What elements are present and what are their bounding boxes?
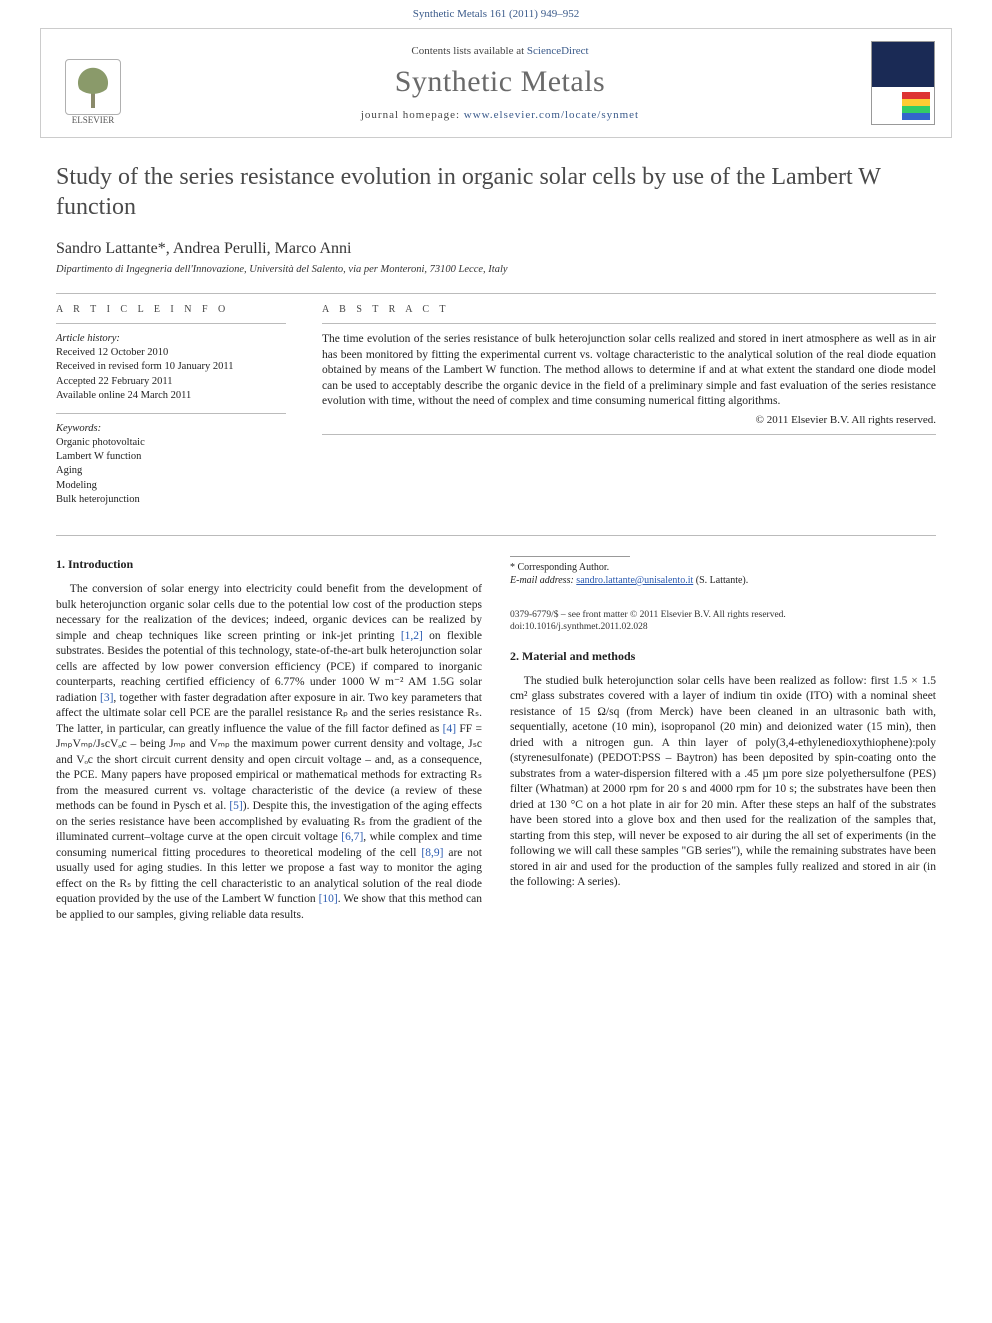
abstract-label: A B S T R A C T [322,304,936,315]
citation-ref[interactable]: [5] [229,800,242,812]
keyword: Modeling [56,479,286,493]
email-line: E-mail address: sandro.lattante@unisalen… [510,574,936,587]
citation-ref[interactable]: [10] [319,893,338,905]
divider [56,535,936,536]
abstract-text: The time evolution of the series resista… [322,332,936,410]
corresponding-author-note: * Corresponding Author. [510,561,936,574]
author-list: Sandro Lattante*, Andrea Perulli, Marco … [56,240,936,258]
affiliation: Dipartimento di Ingegneria dell'Innovazi… [56,264,936,275]
footnotes: * Corresponding Author. E-mail address: … [510,556,936,587]
section-heading-intro: 1. Introduction [56,556,482,572]
abstract-column: A B S T R A C T The time evolution of th… [322,304,936,507]
history-line: Accepted 22 February 2011 [56,375,286,389]
divider [322,323,936,324]
keyword: Aging [56,464,286,478]
methods-paragraph: The studied bulk heterojunction solar ce… [510,674,936,891]
footnote-rule [510,556,630,557]
citation-ref[interactable]: [1,2] [401,630,423,642]
divider [322,434,936,435]
article-title: Study of the series resistance evolution… [56,162,936,222]
citation-ref[interactable]: [8,9] [421,847,443,859]
info-abstract-row: A R T I C L E I N F O Article history: R… [56,304,936,507]
journal-name: Synthetic Metals [145,65,855,99]
intro-paragraph: The conversion of solar energy into elec… [56,582,482,923]
publisher-logo: ELSEVIER [57,41,129,125]
keywords-heading: Keywords: [56,422,286,436]
contents-available-line: Contents lists available at ScienceDirec… [145,45,855,57]
running-header: Synthetic Metals 161 (2011) 949–952 [0,0,992,24]
history-line: Available online 24 March 2011 [56,389,286,403]
history-line: Received in revised form 10 January 2011 [56,360,286,374]
sciencedirect-link[interactable]: ScienceDirect [527,45,589,57]
divider [56,323,286,324]
journal-homepage-link[interactable]: www.elsevier.com/locate/synmet [464,109,639,121]
body-two-column: 1. Introduction The conversion of solar … [56,556,936,924]
divider [56,413,286,414]
article-info-label: A R T I C L E I N F O [56,304,286,315]
history-line: Received 12 October 2010 [56,346,286,360]
article-content: Study of the series resistance evolution… [0,162,992,963]
citation-ref[interactable]: [6,7] [341,831,363,843]
abstract-copyright: © 2011 Elsevier B.V. All rights reserved… [322,414,936,426]
keyword: Lambert W function [56,450,286,464]
doi-line: doi:10.1016/j.synthmet.2011.02.028 [510,621,936,633]
journal-header: ELSEVIER Contents lists available at Sci… [40,28,952,138]
issn-line: 0379-6779/$ – see front matter © 2011 El… [510,609,936,621]
journal-homepage-line: journal homepage: www.elsevier.com/locat… [145,109,855,121]
citation-text: Synthetic Metals 161 (2011) 949–952 [413,8,579,20]
front-matter-meta: 0379-6779/$ – see front matter © 2011 El… [510,609,936,634]
keyword: Organic photovoltaic [56,436,286,450]
section-heading-methods: 2. Material and methods [510,648,936,664]
header-center: Contents lists available at ScienceDirec… [145,45,855,121]
divider [56,293,936,294]
citation-ref[interactable]: [3] [100,692,113,704]
publisher-logo-label: ELSEVIER [72,115,115,125]
keyword: Bulk heterojunction [56,493,286,507]
article-info-column: A R T I C L E I N F O Article history: R… [56,304,286,507]
history-heading: Article history: [56,332,286,346]
author-email-link[interactable]: sandro.lattante@unisalento.it [576,575,693,586]
journal-cover-thumbnail [871,41,935,125]
elsevier-tree-icon [65,59,121,115]
citation-ref[interactable]: [4] [443,723,456,735]
article-history: Article history: Received 12 October 201… [56,332,286,507]
